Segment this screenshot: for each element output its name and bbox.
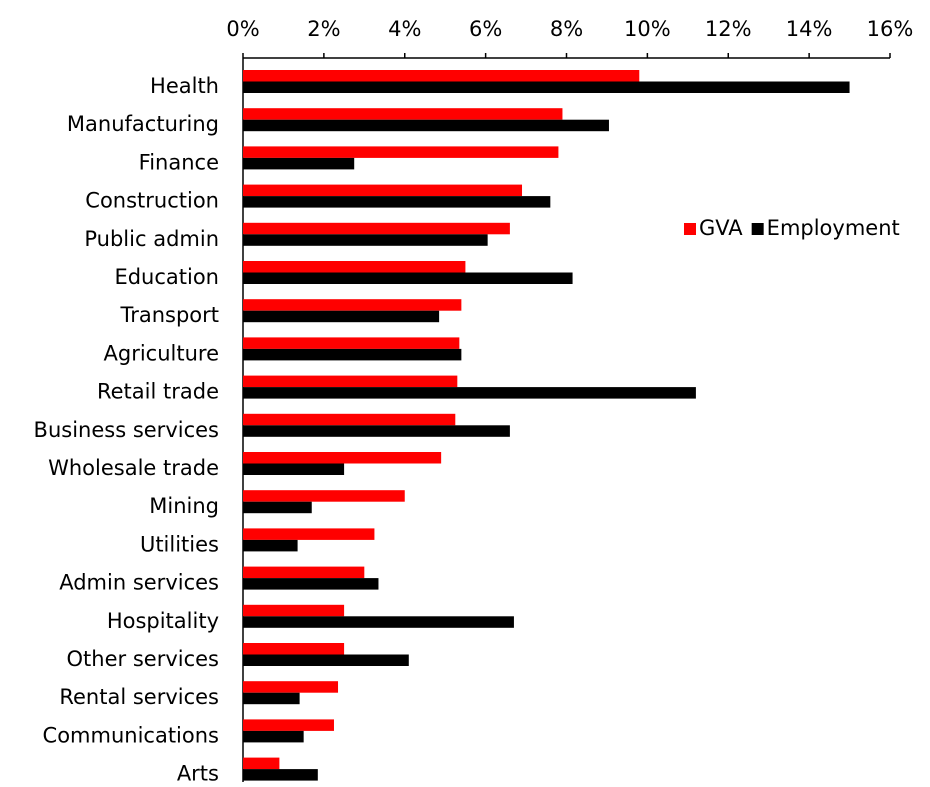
category-label: Arts [177,762,219,782]
category-label: Construction [85,189,219,213]
category-label: Public admin [84,227,219,251]
bar-gva [243,681,339,693]
category-label: Utilities [140,532,219,556]
bar-gva [243,643,345,655]
category-label: Transport [119,303,219,327]
x-tick-label: 14% [786,17,833,41]
category-label: Hospitality [107,609,219,633]
bar-gva [243,604,345,617]
category-label: Communications [43,723,219,747]
bar-gva [243,413,456,426]
bar-employment [243,769,318,781]
category-label: Education [114,265,219,289]
bar-employment [243,157,355,170]
bar-employment [243,272,573,284]
bar-employment [243,692,300,705]
bar-gva [243,375,458,388]
category-labels: Health Manufacturing Finance Construction Pu… [34,74,220,786]
x-tick-label: 6% [469,17,502,41]
bar-gva [243,261,466,273]
bar-gva [243,299,462,311]
bar-employment [243,425,510,437]
bar-employment [243,387,696,399]
bar-gva [243,452,442,464]
x-tick-label: 0% [226,17,259,41]
category-label: Manufacturing [67,112,219,136]
x-tick-label: 12% [705,17,752,41]
bar-employment [243,616,514,628]
bar-employment [243,348,462,361]
bar-employment [243,501,312,514]
category-label: Wholesale trade [48,456,219,480]
category-label: Mining [149,494,219,518]
category-label: Other services [67,647,219,671]
bar-employment [243,196,551,208]
bar-employment [243,578,379,590]
x-tick-label: 10% [624,17,671,41]
category-label: Rental services [59,685,219,709]
legend-label-employment: Employment [767,216,900,240]
bar-gva [243,108,563,120]
x-tick-label: 2% [307,17,340,41]
bar-gva [243,337,460,349]
legend: GVA Employment [684,216,900,240]
category-label: Finance [139,150,219,174]
bar-gva [243,146,559,158]
bar-gva [243,566,365,579]
legend-swatch-employment [751,223,764,235]
bars [243,70,850,781]
bar-gva [243,70,640,82]
x-tick-label: 16% [867,17,914,41]
bar-employment [243,119,609,132]
bar-employment [243,234,488,246]
bar-gva [243,490,405,502]
bar-gva [243,528,375,540]
bar-employment [243,310,440,323]
bar-employment [243,730,304,743]
bar-gva [243,184,523,197]
category-label: Retail trade [97,380,219,404]
bar-employment [243,81,850,93]
bar-employment [243,654,409,666]
category-label: Admin services [59,571,219,595]
x-tick-label: 4% [388,17,421,41]
x-tick-label: 8% [550,17,583,41]
bar-employment [243,463,345,475]
legend-swatch-gva [684,223,696,235]
legend-label-gva: GVA [699,216,743,240]
bar-gva [243,757,280,770]
category-label: Health [150,74,219,98]
x-axis: 0% 2% 4% 6% 8% 10% 12% 14% 16% [226,17,913,782]
bar-gva [243,719,334,731]
category-label: Agriculture [104,341,220,365]
bar-gva [243,222,510,235]
bar-employment [243,539,298,552]
category-label: Business services [34,418,219,442]
